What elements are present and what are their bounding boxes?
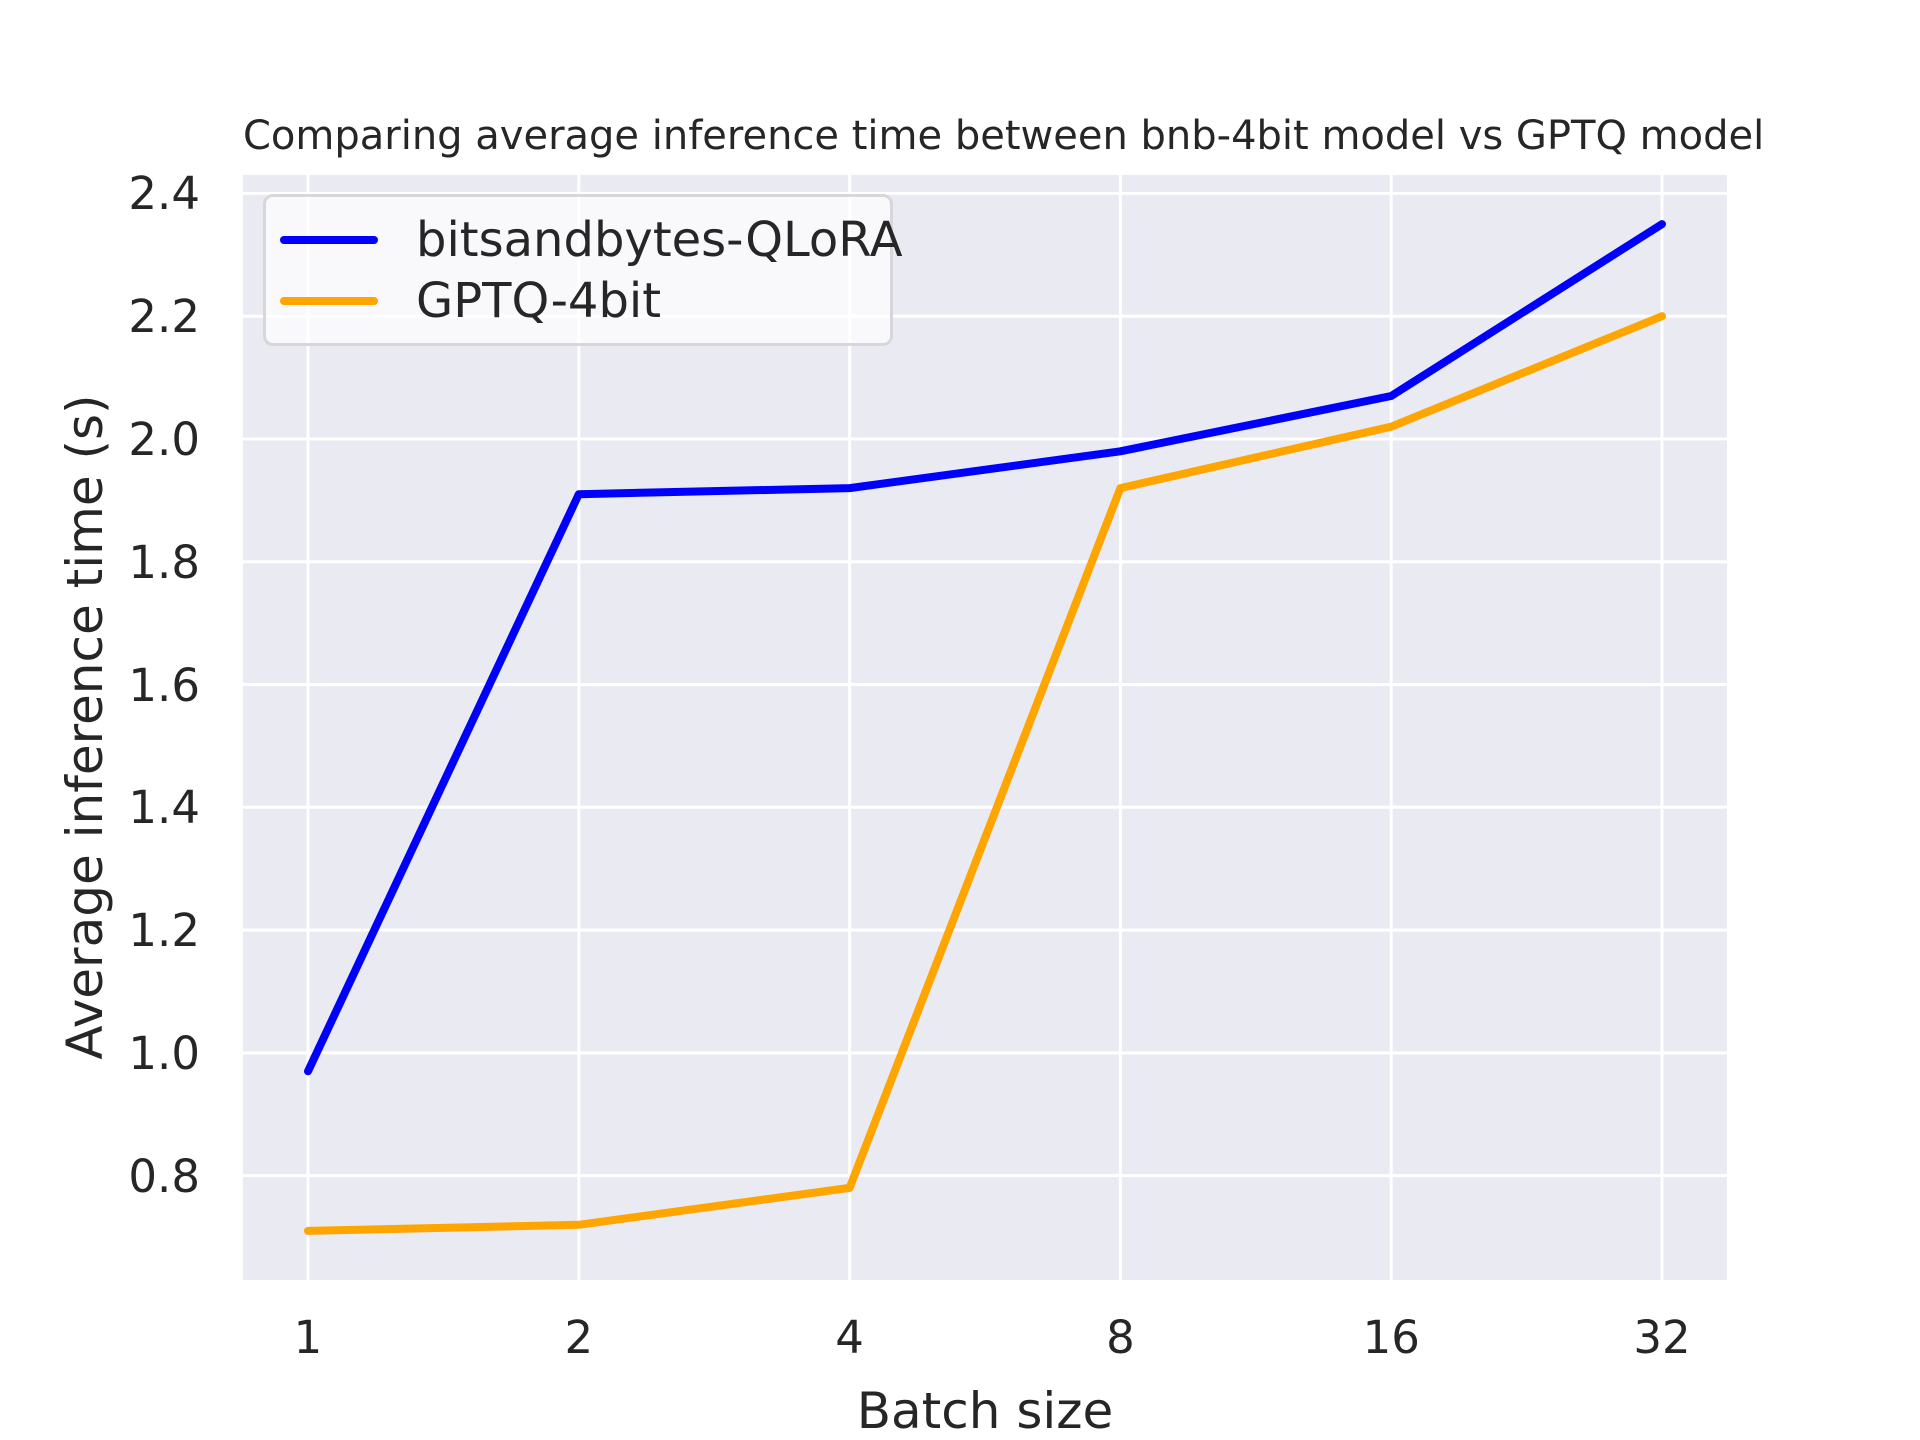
legend-label: GPTQ-4bit [416,272,662,329]
series-line-GPTQ-4bit [304,312,1666,1235]
x-tick-label: 1 [293,1311,323,1364]
legend-entry: GPTQ-4bit [280,270,870,331]
x-axis-label: Batch size [856,1382,1114,1440]
x-tick-label: 16 [1362,1311,1420,1364]
y-tick-label: 1.6 [128,658,200,712]
legend-line-sample [280,296,378,305]
legend-label: bitsandbytes-QLoRA [416,211,903,268]
y-tick-labels: 0.8 1.0 1.2 1.4 1.6 1.8 2.0 2.2 2.4 [0,171,200,1280]
chart-canvas [243,175,1727,1280]
legend-line-sample [280,235,378,244]
y-tick-label: 0.8 [128,1149,200,1203]
y-tick-label: 1.8 [128,535,200,589]
y-tick-label: 1.4 [128,781,200,835]
x-tick-label: 32 [1633,1311,1691,1364]
series-line-bitsandbytes-QLoRA [304,220,1666,1076]
y-tick-label: 2.0 [128,412,200,466]
chart-title: Comparing average inference time between… [243,113,1765,159]
x-tick-label: 2 [564,1311,594,1364]
legend: bitsandbytes-QLoRA GPTQ-4bit [263,194,903,346]
y-tick-label: 1.0 [128,1026,200,1080]
x-tick-labels: 1 2 4 8 16 32 [243,1315,1727,1375]
plot-area: bitsandbytes-QLoRA GPTQ-4bit [243,175,1727,1280]
x-tick-label: 4 [835,1311,864,1364]
y-tick-label: 2.2 [128,290,200,344]
legend-entry: bitsandbytes-QLoRA [280,209,903,270]
y-tick-label: 1.2 [128,904,200,958]
y-tick-label: 2.4 [128,167,200,221]
x-tick-label: 8 [1106,1311,1135,1364]
